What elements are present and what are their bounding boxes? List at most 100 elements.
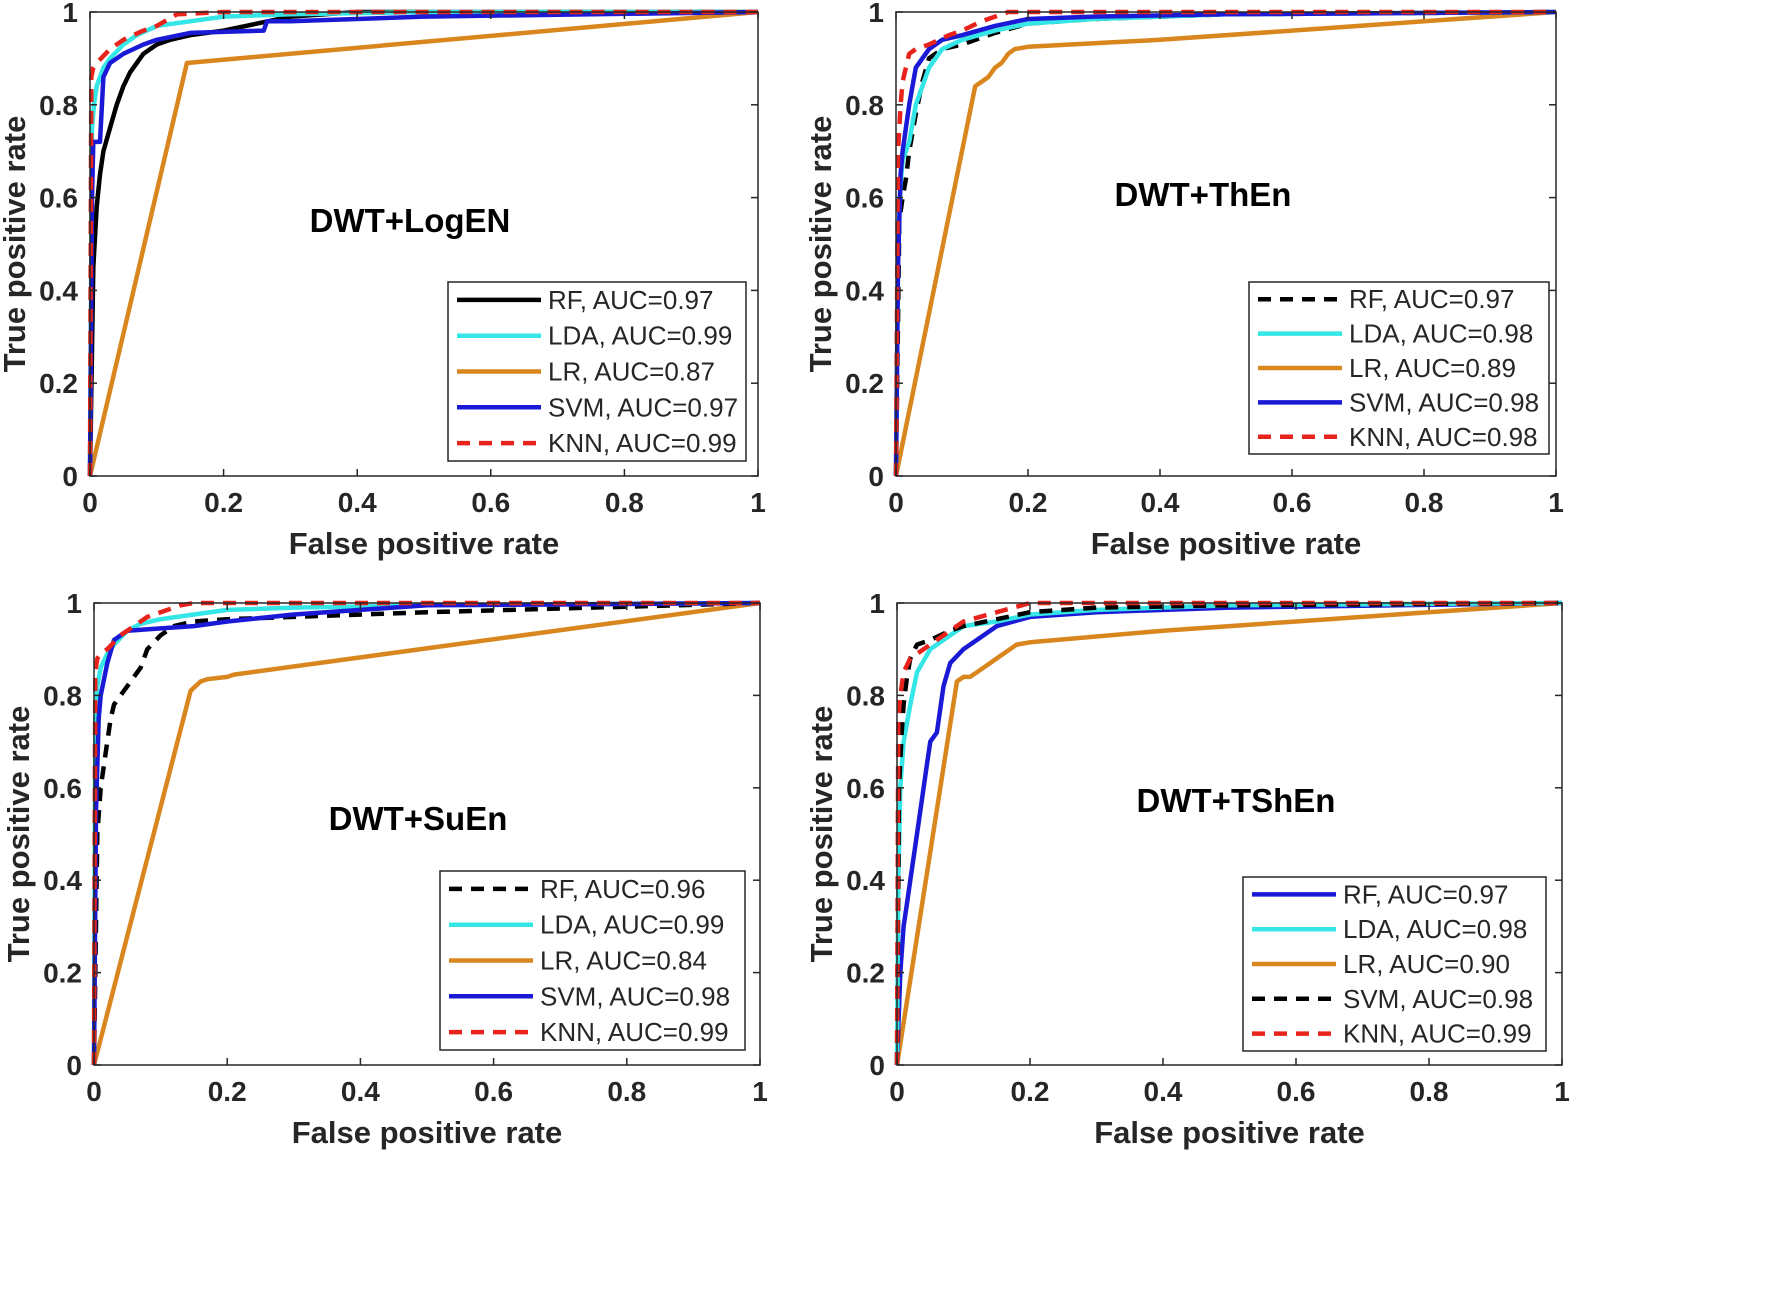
x-axis-label: False positive rate: [292, 1115, 563, 1150]
legend-label: LDA, AUC=0.99: [540, 910, 724, 940]
x-tick-label: 1: [1554, 1076, 1570, 1107]
y-axis-label: True positive rate: [804, 706, 839, 963]
series-line-rf-dashed: [894, 600, 1563, 1066]
series-line-rf-dashed: [91, 600, 761, 1066]
series-lines: [893, 9, 1557, 477]
x-axis-label: False positive rate: [1091, 526, 1362, 561]
y-tick-label: 0.4: [43, 865, 82, 896]
y-tick-label: 0.6: [39, 183, 78, 214]
legend-label: LR, AUC=0.89: [1349, 353, 1516, 383]
series-line-svm: [893, 9, 1557, 477]
x-tick-label: 0.4: [341, 1076, 380, 1107]
panel-title: DWT+SuEn: [329, 800, 508, 837]
x-tick-label: 0: [889, 1076, 905, 1107]
y-tick-label: 0.4: [39, 275, 78, 306]
series-line-knn-dashed: [91, 600, 760, 1066]
y-tick-label: 1: [66, 588, 82, 619]
panel-title: DWT+TShEn: [1137, 782, 1336, 819]
legend-label: RF, AUC=0.97: [1343, 879, 1508, 909]
y-tick-label: 0.6: [846, 773, 885, 804]
x-tick-label: 0.2: [204, 487, 243, 518]
y-tick-label: 0.8: [39, 90, 78, 121]
legend: RF, AUC=0.97 LDA, AUC=0.99 LR, AUC=0.87 SVM…: [447, 281, 747, 462]
legend-label: LDA, AUC=0.98: [1343, 914, 1527, 944]
legend-label: RF, AUC=0.96: [540, 874, 705, 904]
legend-label: LR, AUC=0.84: [540, 946, 707, 976]
y-tick-label: 0.8: [845, 90, 884, 121]
legend-label: KNN, AUC=0.99: [548, 428, 737, 458]
y-tick-label: 0.4: [845, 275, 884, 306]
y-tick-label: 0.6: [43, 773, 82, 804]
legend: RF, AUC=0.97 LDA, AUC=0.98 LR, AUC=0.90 SVM…: [1242, 876, 1547, 1052]
y-axis-label: True positive rate: [1, 706, 36, 963]
x-tick-label: 0.2: [208, 1076, 247, 1107]
axes-box: [93, 602, 761, 1066]
series-line-knn-dashed: [894, 600, 1562, 1066]
legend-label: SVM, AUC=0.98: [1349, 387, 1539, 417]
x-tick-label: 0: [82, 487, 98, 518]
series-line-svm: [91, 600, 761, 1066]
x-tick-label: 1: [752, 1076, 768, 1107]
y-tick-label: 0.2: [846, 958, 885, 989]
series-line-lr: [894, 600, 1563, 1066]
axes-box: [89, 11, 759, 477]
chart-panel-then: DWT+ThEn False positive rate True positi…: [803, 0, 1564, 561]
legend: RF, AUC=0.96 LDA, AUC=0.99 LR, AUC=0.84 SVM…: [439, 870, 746, 1051]
series-line-lda: [87, 9, 758, 477]
y-tick-label: 0.8: [43, 680, 82, 711]
x-tick-label: 0.2: [1009, 487, 1048, 518]
y-tick-label: 0.4: [846, 865, 885, 896]
panel-title: DWT+LogEN: [310, 202, 511, 239]
x-tick-label: 0: [888, 487, 904, 518]
axes-box: [896, 602, 1563, 1066]
x-tick-label: 0.6: [1273, 487, 1312, 518]
y-tick-label: 0: [869, 1050, 885, 1081]
legend-label: SVM, AUC=0.97: [548, 392, 738, 422]
y-axis-label: True positive rate: [0, 116, 32, 373]
legend-label: LR, AUC=0.87: [548, 357, 715, 387]
x-tick-label: 0.4: [338, 487, 377, 518]
legend-label: KNN, AUC=0.99: [1343, 1019, 1532, 1049]
x-tick-label: 0.2: [1011, 1076, 1050, 1107]
x-tick-label: 0.8: [607, 1076, 646, 1107]
x-tick-label: 0.8: [1405, 487, 1444, 518]
x-tick-label: 1: [1548, 487, 1564, 518]
series-line-lr: [893, 9, 1557, 477]
y-tick-label: 1: [869, 588, 885, 619]
x-tick-label: 0.8: [605, 487, 644, 518]
series-line-svm: [894, 600, 1563, 1066]
series-line-lr: [91, 600, 761, 1066]
y-tick-label: 0.2: [39, 368, 78, 399]
x-tick-label: 0: [86, 1076, 102, 1107]
legend: RF, AUC=0.97 LDA, AUC=0.98 LR, AUC=0.89 SVM…: [1248, 281, 1550, 455]
series-lines: [894, 600, 1563, 1066]
series-line-knn-dashed: [893, 9, 1556, 477]
x-tick-label: 0.4: [1141, 487, 1180, 518]
panel-title: DWT+ThEn: [1115, 176, 1292, 213]
y-tick-label: 0.8: [846, 680, 885, 711]
legend-label: RF, AUC=0.97: [1349, 284, 1514, 314]
y-tick-label: 1: [868, 0, 884, 28]
series-line-lr: [87, 9, 759, 477]
y-tick-label: 0: [868, 461, 884, 492]
series-line-lda: [91, 600, 761, 1066]
y-tick-label: 0.2: [43, 958, 82, 989]
legend-box: [1248, 281, 1550, 455]
axes-box: [895, 11, 1557, 477]
y-tick-label: 0: [66, 1050, 82, 1081]
x-axis-label: False positive rate: [1094, 1115, 1365, 1150]
series-line-lda: [894, 600, 1563, 1066]
series-line-rf-dashed: [893, 9, 1557, 477]
legend-label: LR, AUC=0.90: [1343, 949, 1510, 979]
legend-label: RF, AUC=0.97: [548, 285, 713, 315]
series-lines: [91, 600, 761, 1066]
legend-label: LDA, AUC=0.98: [1349, 319, 1533, 349]
x-tick-label: 0.6: [471, 487, 510, 518]
legend-label: KNN, AUC=0.99: [540, 1017, 729, 1047]
legend-label: SVM, AUC=0.98: [540, 981, 730, 1011]
y-tick-label: 0: [62, 461, 78, 492]
chart-panel-tshen: DWT+TShEn False positive rate True posit…: [804, 588, 1570, 1150]
x-tick-label: 0.6: [474, 1076, 513, 1107]
legend-label: SVM, AUC=0.98: [1343, 984, 1533, 1014]
series-line-svm: [87, 9, 759, 477]
